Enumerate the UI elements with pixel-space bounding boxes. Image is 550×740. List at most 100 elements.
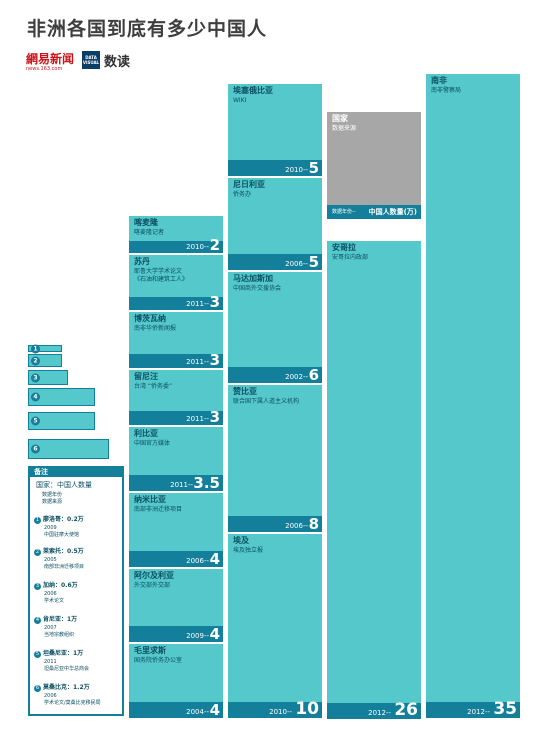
country-value: 5 bbox=[308, 159, 319, 178]
notes-label: 坦桑尼亚：1万 bbox=[43, 650, 84, 657]
netease-logo-sub: news.163.com bbox=[26, 66, 63, 72]
notes-label: 肯尼亚：1万 bbox=[43, 616, 78, 623]
legend-year-label: 数据年份-- bbox=[332, 209, 356, 215]
country-value: 3 bbox=[209, 407, 220, 426]
country-block: 喀麦隆 喀麦隆记者 2 2010-- bbox=[129, 216, 223, 255]
country-source: 安哥拉内政部 bbox=[332, 254, 369, 261]
country-name: 喀麦隆 bbox=[134, 218, 158, 228]
country-year: 2010-- bbox=[269, 708, 292, 716]
country-name: 纳米比亚 bbox=[134, 495, 166, 505]
country-bar bbox=[327, 703, 421, 720]
country-value: 3 bbox=[209, 350, 220, 369]
notes-source: 学术论文 bbox=[44, 597, 65, 604]
country-value: 4 bbox=[209, 625, 220, 644]
country-source: 侨务办 bbox=[233, 191, 252, 199]
notes-legend-source: 数据来源 bbox=[42, 499, 63, 505]
rank-circle: 4 bbox=[31, 392, 40, 402]
country-name: 埃塞俄比亚 bbox=[233, 86, 273, 96]
country-block: 埃塞俄比亚 WIKI 5 2010-- bbox=[228, 84, 322, 178]
notes-label: 莫桑比克：1.2万 bbox=[43, 684, 90, 691]
notes-item: 3 加纳：0.6万 2006 学术论文 bbox=[34, 582, 78, 605]
legend-block: 国家 数据来源 数据年份-- 中国人数量(万) bbox=[327, 112, 421, 219]
country-bar bbox=[129, 475, 223, 492]
country-year: 2012-- bbox=[467, 708, 490, 716]
notes-item: 6 莫桑比克：1.2万 2006 学术论文/莫桑比克移民局 bbox=[34, 684, 101, 707]
country-source: 南非警察局 bbox=[431, 87, 462, 94]
notes-year: 2005 bbox=[44, 556, 57, 563]
legend-name: 国家 bbox=[332, 114, 348, 123]
data-visual-title: 数读 bbox=[104, 55, 131, 70]
legend-bar bbox=[327, 205, 421, 219]
country-value: 2 bbox=[209, 236, 220, 255]
rank-circle: 3 bbox=[31, 373, 40, 382]
country-bar bbox=[228, 254, 322, 271]
country-block: 利比亚 中国官方媒体 3.5 2011-- bbox=[129, 426, 223, 492]
country-bar bbox=[129, 241, 223, 254]
country-block: 纳米比亚 南部非洲迁移项目 4 2006-- bbox=[129, 493, 223, 567]
country-year: 2010-- bbox=[285, 166, 308, 175]
country-block: 尼日利亚 侨务办 5 2006-- bbox=[228, 178, 322, 271]
country-block: 苏丹 耶鲁大学学术论文 《石油和建筑工人》 3 2011-- bbox=[129, 255, 223, 311]
country-year: 2004-- bbox=[186, 707, 209, 716]
notes-source: 中国驻摩大使馆 bbox=[44, 531, 80, 538]
rank-circle: 6 bbox=[31, 444, 40, 454]
country-bar bbox=[129, 296, 223, 311]
page-title: 非洲各国到底有多少中国人 bbox=[27, 18, 268, 40]
country-bar bbox=[129, 550, 223, 567]
country-value: 6 bbox=[308, 365, 319, 384]
country-year: 2012-- bbox=[368, 709, 391, 718]
notes-rank-circle: 5 bbox=[34, 650, 41, 658]
country-source: 中国商外交援协会 bbox=[233, 285, 282, 293]
country-name: 安哥拉 bbox=[332, 243, 356, 252]
country-source: 南非华侨新闻报 bbox=[134, 325, 177, 333]
country-bar bbox=[426, 702, 520, 718]
country-block: 南非 南非警察局 35 2012-- bbox=[426, 74, 520, 718]
country-source: 国务院侨务办公室 bbox=[134, 657, 183, 665]
country-name: 赞比亚 bbox=[233, 386, 257, 396]
country-name: 留尼汪 bbox=[134, 371, 158, 381]
notes-rank-circle: 1 bbox=[34, 516, 41, 524]
rank-circle: 2 bbox=[31, 356, 40, 365]
country-block: 赞比亚 联合国下属人道主义机构 8 2006-- bbox=[228, 384, 322, 532]
notes-legend-year: 数据年份 bbox=[42, 492, 63, 498]
country-name: 毛里求斯 bbox=[134, 646, 166, 656]
country-value: 10 bbox=[295, 699, 319, 719]
notes-source: 南部非洲迁移项目 bbox=[44, 563, 85, 570]
notes-rank-circle: 6 bbox=[34, 684, 41, 692]
country-name: 马达加斯加 bbox=[233, 274, 273, 284]
country-block: 埃及 埃及独立报 10 2010-- bbox=[228, 534, 322, 718]
country-bar bbox=[228, 366, 322, 383]
notes-year: 2006 bbox=[44, 692, 57, 699]
country-value: 4 bbox=[209, 549, 220, 568]
country-year: 2011-- bbox=[170, 481, 193, 490]
small-country-bar: 6 bbox=[28, 439, 109, 459]
country-name: 苏丹 bbox=[134, 257, 150, 267]
notes-rank-circle: 3 bbox=[34, 582, 41, 590]
notes-rank-circle: 2 bbox=[34, 548, 41, 556]
country-bar bbox=[228, 702, 322, 718]
notes-year: 2006 bbox=[44, 590, 57, 597]
country-value: 26 bbox=[394, 700, 418, 721]
country-source: 耶鲁大学学术论文 《石油和建筑工人》 bbox=[134, 268, 189, 284]
country-year: 2011-- bbox=[186, 414, 209, 423]
notes-item: 5 坦桑尼亚：1万 2011 坦桑尼亚中华总商会 bbox=[34, 650, 89, 673]
country-name: 利比亚 bbox=[134, 428, 158, 438]
notes-item: 1 廖洛哥：0.2万 2009 中国驻摩大使馆 bbox=[34, 516, 84, 539]
country-name: 博茨瓦纳 bbox=[134, 314, 166, 324]
notes-label: 莱索托：0.5万 bbox=[43, 548, 84, 555]
legend-value-label: 中国人数量(万) bbox=[368, 208, 417, 216]
notes-source: 当地宗教组织 bbox=[44, 631, 75, 638]
country-source: 中国官方媒体 bbox=[134, 439, 171, 447]
notes-item: 2 莱索托：0.5万 2005 南部非洲迁移项目 bbox=[34, 548, 84, 571]
country-name: 南非 bbox=[431, 76, 447, 85]
country-value: 4 bbox=[209, 700, 220, 719]
country-year: 2002-- bbox=[285, 372, 308, 381]
country-source: 联合国下属人道主义机构 bbox=[233, 397, 300, 405]
notes-rank-circle: 4 bbox=[34, 616, 41, 624]
country-bar bbox=[129, 353, 223, 368]
country-source: 外交部外交部 bbox=[134, 581, 171, 589]
country-bar bbox=[129, 410, 223, 425]
country-bar bbox=[228, 515, 322, 532]
country-year: 2006-- bbox=[285, 260, 308, 269]
country-name: 埃及 bbox=[233, 536, 249, 545]
